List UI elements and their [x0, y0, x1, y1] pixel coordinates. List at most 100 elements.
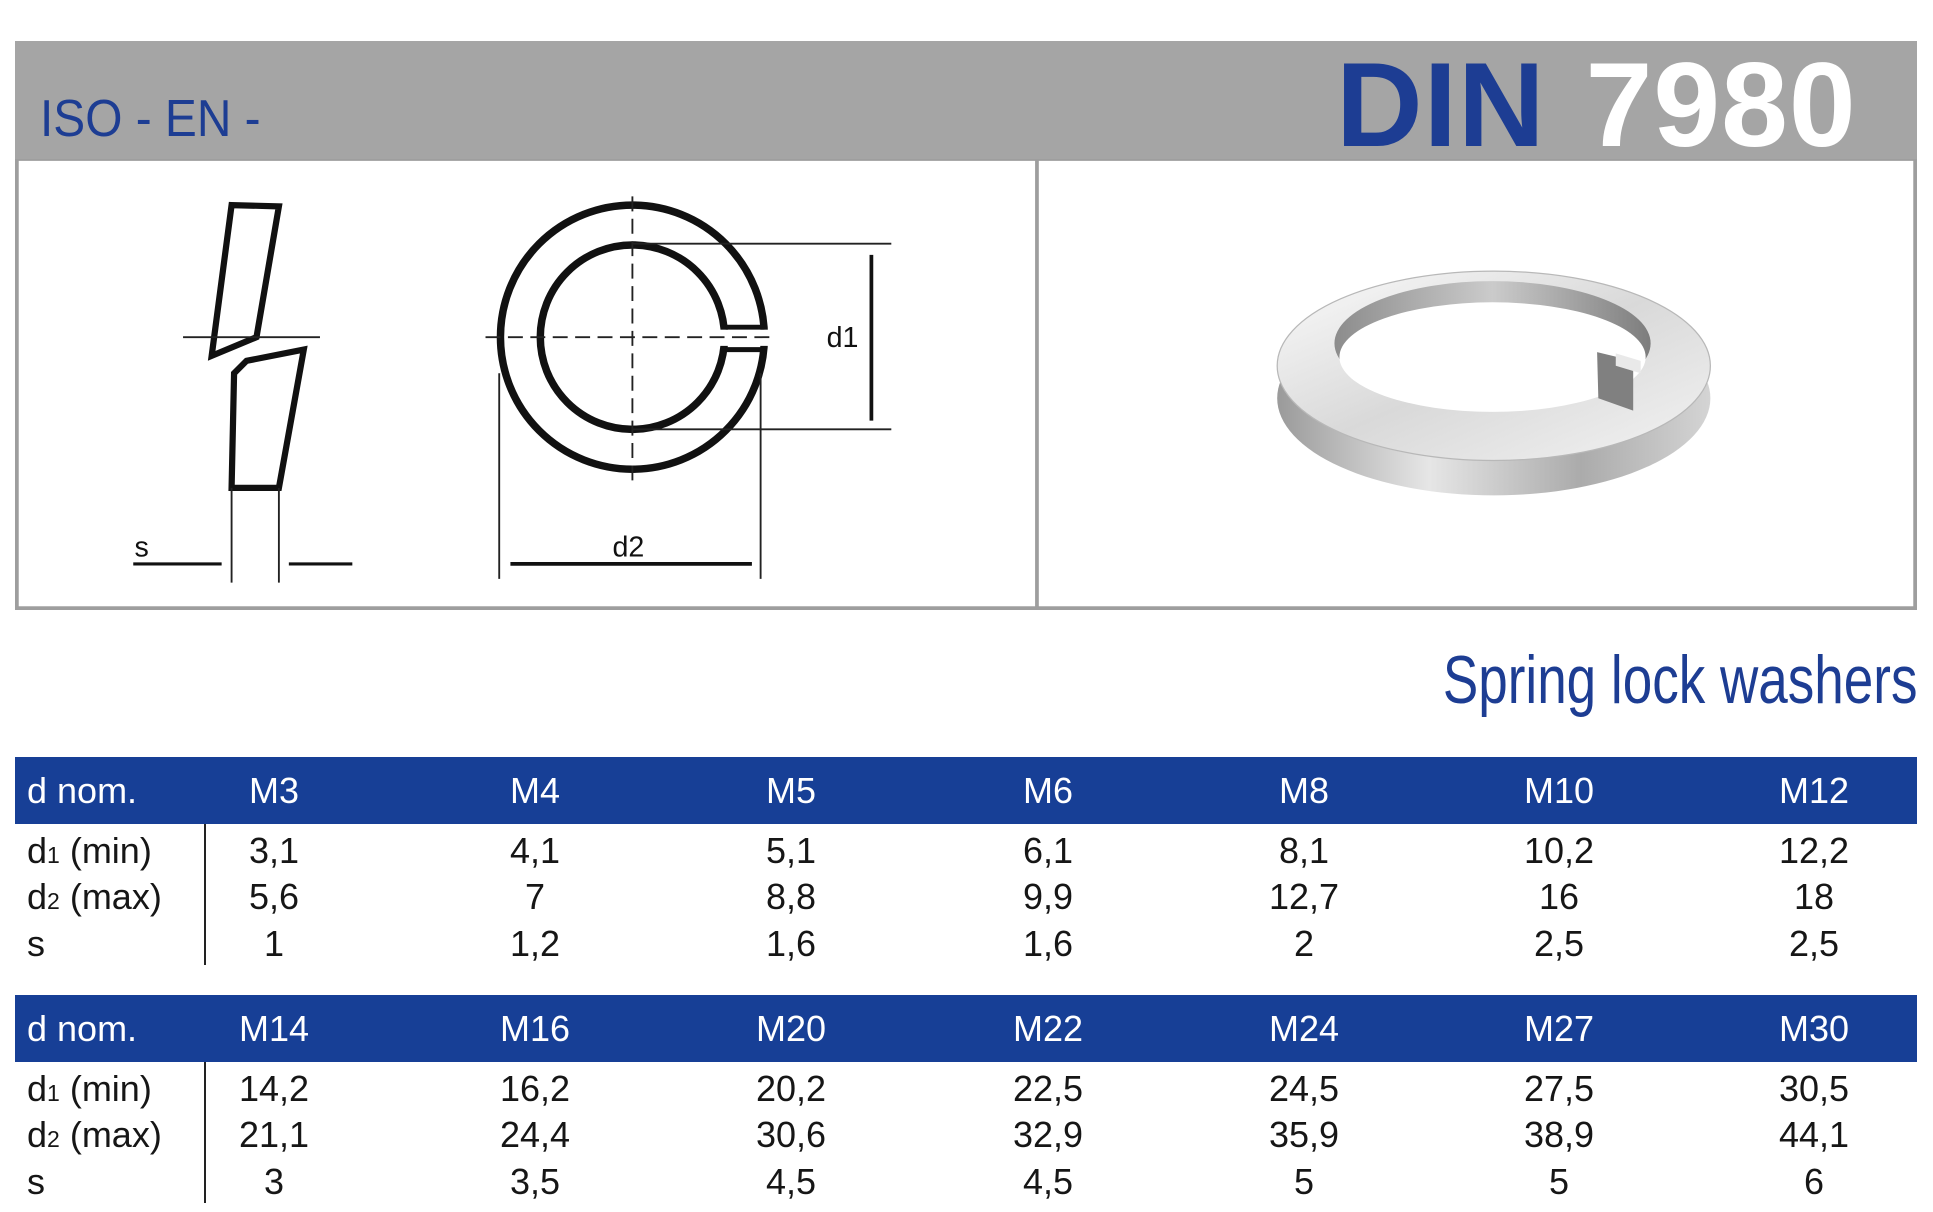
table-cell: 6,1 — [1022, 830, 1074, 871]
header-label: d nom. — [27, 770, 138, 811]
table-cell: 2 — [1293, 923, 1315, 964]
din-label: DIN — [1336, 38, 1546, 172]
table-cell: 3,1 — [248, 830, 300, 871]
row-label: d1 (min) — [27, 827, 152, 879]
standard-prefix: ISO - EN - — [40, 90, 261, 148]
table-cell: 38,9 — [1523, 1114, 1595, 1155]
table-header-cell: M10 — [1523, 770, 1595, 811]
table-header-cell: M20 — [755, 1008, 827, 1049]
din-number: 7980 — [1585, 38, 1857, 172]
washer-photo — [1276, 270, 1711, 496]
d2-dimension-label: d2 — [612, 531, 644, 563]
table-header-cell: M6 — [1022, 770, 1073, 811]
table-cell: 1,6 — [1022, 923, 1074, 964]
table-header-cell: M24 — [1268, 1008, 1340, 1049]
table-cell: 5 — [1293, 1161, 1315, 1202]
row-label-suffix: (min) — [59, 1068, 152, 1109]
table-cell: 8,1 — [1278, 830, 1330, 871]
table-row: d1 (min) 14,2 16,2 20,2 22,5 24,5 27,5 30,5 — [0, 1065, 1933, 1112]
table-cell: 14,2 — [238, 1068, 310, 1109]
row-label-suffix: (max) — [59, 1114, 162, 1155]
din-standard-title: DIN 7980 — [1336, 45, 1857, 165]
drawing-panel: s d1 d2 — [15, 159, 1917, 610]
side-view-lower-end — [228, 345, 308, 492]
table-cell: 4,1 — [509, 830, 561, 871]
row-label-sub: 1 — [47, 842, 60, 868]
table-cell: 30,5 — [1778, 1068, 1850, 1109]
table-cell: 35,9 — [1268, 1114, 1340, 1155]
row-label: d1 (min) — [27, 1065, 152, 1117]
table-row: d2 (max) 21,1 24,4 30,6 32,9 35,9 38,9 44,1 — [0, 1111, 1933, 1158]
row-label-base: s — [27, 923, 45, 964]
row-label-sub: 1 — [47, 1080, 60, 1106]
table-cell: 16 — [1538, 876, 1580, 917]
table-cell: 7 — [524, 876, 546, 917]
table-cell: 16,2 — [499, 1068, 571, 1109]
table-header-cell: M22 — [1012, 1008, 1084, 1049]
table-cell: 32,9 — [1012, 1114, 1084, 1155]
table-cell: 5,1 — [765, 830, 817, 871]
table-cell: 24,5 — [1268, 1068, 1340, 1109]
row-label: d2 (max) — [27, 873, 162, 925]
table-row: s 1 1,2 1,6 1,6 2 2,5 2,5 — [0, 920, 1933, 967]
table-row: d1 (min) 3,1 4,1 5,1 6,1 8,1 10,2 12,2 — [0, 827, 1933, 874]
row-label: d2 (max) — [27, 1111, 162, 1163]
washer-split-highlight — [1615, 353, 1641, 374]
spec-table-1: d nom. M3 M4 M5 M6 M8 M10 M12 d1 (min) 3,1 4,1 5,1 6… — [0, 757, 1933, 967]
table-cell: 3,5 — [509, 1161, 561, 1202]
label-column-divider — [204, 824, 206, 965]
table-cell: 3 — [263, 1161, 285, 1202]
row-label-base: d — [27, 1114, 48, 1155]
row-label-sub: 2 — [47, 1126, 60, 1152]
table-cell: 18 — [1793, 876, 1835, 917]
row-label: s — [27, 920, 45, 972]
table-cell: 6 — [1803, 1161, 1825, 1202]
table-header-cell: M27 — [1523, 1008, 1595, 1049]
table-cell: 1,6 — [765, 923, 817, 964]
table-cell: 9,9 — [1022, 876, 1074, 917]
table-cell: 12,7 — [1268, 876, 1340, 917]
table-row: d2 (max) 5,6 7 8,8 9,9 12,7 16 18 — [0, 873, 1933, 920]
row-label-base: d — [27, 876, 48, 917]
washer-hole — [1339, 302, 1646, 412]
table-header-row: d nom. M3 M4 M5 M6 M8 M10 M12 — [15, 757, 1917, 824]
table-cell: 10,2 — [1523, 830, 1595, 871]
table-header-cell: M12 — [1778, 770, 1850, 811]
table-cell: 21,1 — [238, 1114, 310, 1155]
table-row: s 3 3,5 4,5 4,5 5 5 6 — [0, 1158, 1933, 1205]
table-header-cell: M16 — [499, 1008, 571, 1049]
table-cell: 30,6 — [755, 1114, 827, 1155]
product-title: Spring lock washers — [1442, 642, 1917, 718]
table-cell: 1,2 — [509, 923, 561, 964]
table-cell: 8,8 — [765, 876, 817, 917]
table-header-cell: M5 — [765, 770, 816, 811]
table-header-cell: M3 — [248, 770, 299, 811]
table-cell: 27,5 — [1523, 1068, 1595, 1109]
row-label-sub: 2 — [47, 888, 60, 914]
row-label-suffix: (min) — [59, 830, 152, 871]
table-cell: 12,2 — [1778, 830, 1850, 871]
table-cell: 20,2 — [755, 1068, 827, 1109]
table-header-cell: M30 — [1778, 1008, 1850, 1049]
row-label: s — [27, 1158, 45, 1210]
d1-dimension-label: d1 — [827, 322, 859, 354]
table-cell: 5 — [1548, 1161, 1570, 1202]
table-cell: 5,6 — [248, 876, 300, 917]
table-cell: 24,4 — [499, 1114, 571, 1155]
table-cell: 2,5 — [1533, 923, 1585, 964]
row-label-suffix: (max) — [59, 876, 162, 917]
table-header-row: d nom. M14 M16 M20 M22 M24 M27 M30 — [15, 995, 1917, 1062]
header-band — [15, 41, 1917, 159]
table-cell: 2,5 — [1788, 923, 1840, 964]
header-label: d nom. — [27, 1008, 138, 1049]
table-cell: 22,5 — [1012, 1068, 1084, 1109]
row-label-base: d — [27, 830, 48, 871]
table-cell: 4,5 — [1022, 1161, 1074, 1202]
table-header-cell: M8 — [1278, 770, 1329, 811]
row-label-base: d — [27, 1068, 48, 1109]
table-header-cell: M14 — [238, 1008, 310, 1049]
spec-table-2: d nom. M14 M16 M20 M22 M24 M27 M30 d1 (min) 14,2 1… — [0, 995, 1933, 1205]
table-cell: 4,5 — [765, 1161, 817, 1202]
label-column-divider — [204, 1062, 206, 1203]
table-header-cell: M4 — [509, 770, 560, 811]
